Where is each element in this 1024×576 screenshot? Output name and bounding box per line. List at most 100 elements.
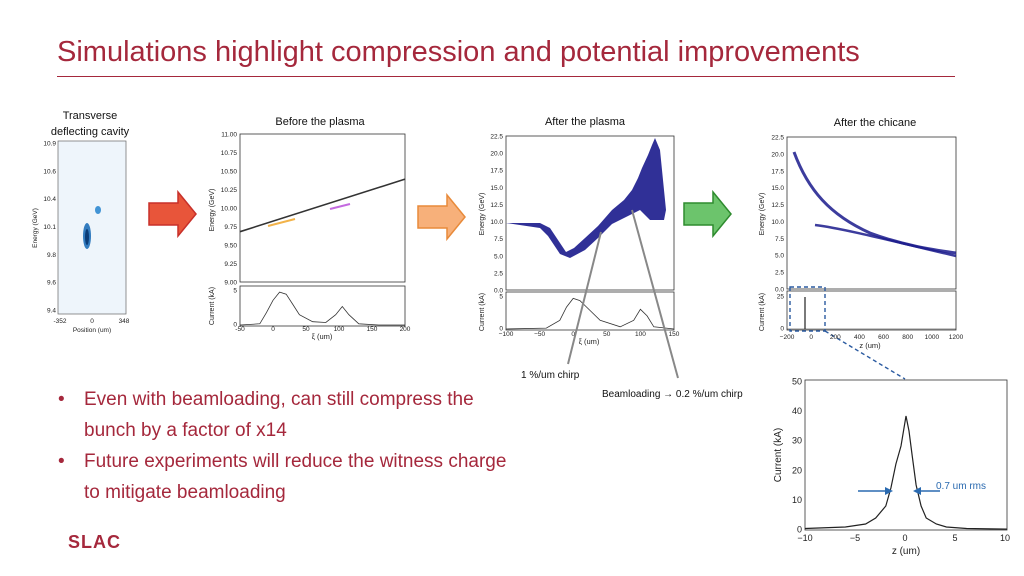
- arrow-orange-icon: [417, 192, 466, 242]
- rms-arrowhead-right-icon: [913, 487, 921, 495]
- before-xtick-label: 50: [302, 326, 310, 333]
- zoom-xtick-label: 5: [952, 533, 957, 543]
- after-chicane-ylabel: Energy (GeV): [759, 193, 766, 236]
- after-plasma-ytick-label: 10.0: [490, 219, 503, 226]
- after-chicane-xlabel: z (um): [859, 341, 881, 350]
- before-xtick-label: 0: [271, 326, 275, 333]
- before-current-trace: [239, 291, 405, 326]
- after-chicane-ytick-label: 7.5: [775, 236, 784, 243]
- before-plasma-panel: 9.00 9.25 9.50 9.75 10.00 10.25 10.50 10.75 11.0…: [209, 132, 411, 342]
- tdc-plot-frame: [57, 140, 127, 315]
- after-plasma-xtick-label: 150: [669, 331, 680, 338]
- before-ytick-label: 10.50: [221, 169, 238, 176]
- slide-title: Simulations highlight compression and po…: [57, 36, 860, 68]
- after-plasma-xtick-label: 50: [603, 331, 611, 338]
- bullet-list: • Even with beamloading, can still compre…: [58, 384, 508, 508]
- after-chicane-ytick-label: 2.5: [775, 270, 784, 277]
- before-xtick-label: -50: [235, 326, 245, 333]
- after-chicane-ytick-label: 17.5: [771, 168, 784, 175]
- zoom-ytick-label: 10: [792, 495, 802, 505]
- after-chicane-xtick-label: 800: [902, 334, 913, 341]
- before-ytick-label: 9.25: [224, 261, 237, 268]
- zoom-connector: [824, 330, 906, 380]
- before-energy-frame: [239, 133, 406, 283]
- beamloading-annotation: Beamloading → 0.2 %/um chirp: [602, 389, 743, 400]
- tdc-ytick-label: 9.4: [47, 308, 56, 315]
- after-plasma-xtick-label: −100: [499, 331, 514, 338]
- after-chicane-y2tick-label: 25: [777, 294, 785, 301]
- after-plasma-ylabel: Energy (GeV): [479, 193, 486, 236]
- rms-arrowhead-left-icon: [885, 487, 893, 495]
- after-plasma-energy-frame: [505, 135, 675, 291]
- zoom-box: [789, 286, 826, 332]
- after-chicane-ytick-label: 15.0: [771, 185, 784, 192]
- after-plasma-panel: 0.02.55.07.510.012.515.017.520.022.5 05 …: [479, 134, 680, 379]
- bullet-item: • Future experiments will reduce the witn…: [58, 451, 507, 503]
- before-xlabel: ξ (um): [312, 332, 333, 341]
- tdc-ytick-label: 10.4: [43, 196, 56, 203]
- tdc-ytick-label: 10.9: [43, 141, 56, 148]
- after-plasma-ytick-label: 5.0: [494, 253, 503, 260]
- before-ytick-label: 9.00: [224, 280, 237, 287]
- before-y2tick-label: 0: [233, 322, 237, 329]
- after-chicane-y2tick-label: 0: [780, 326, 784, 333]
- slac-logo: SLAC: [68, 532, 121, 552]
- after-chicane-ytick-label: 22.5: [771, 135, 784, 142]
- before-xtick-label: 100: [334, 326, 345, 333]
- before-ytick-label: 11.00: [221, 132, 237, 139]
- tdc-xtick-label: -352: [53, 318, 66, 325]
- rms-label: 0.7 um rms: [936, 481, 986, 492]
- before-energy-highlight-yellow: [267, 218, 296, 227]
- zoom-ytick-label: 30: [792, 436, 802, 446]
- after-chicane-label: After the chicane: [833, 117, 917, 129]
- after-chicane-xtick-label: −200: [780, 334, 795, 341]
- before-ytick-label: 9.50: [224, 243, 237, 250]
- zoom-ytick-label: 20: [792, 465, 802, 475]
- after-plasma-ytick-label: 7.5: [494, 236, 503, 243]
- after-plasma-xtick-label: −50: [534, 331, 545, 338]
- title-rule: [57, 76, 955, 77]
- after-plasma-ytick-label: 22.5: [490, 134, 503, 141]
- zoom-ylabel: Current (kA): [773, 428, 784, 482]
- after-chicane-ytick-label: 20.0: [771, 151, 784, 158]
- tdc-label-1: Transverse: [62, 110, 118, 122]
- tdc-ytick-label: 9.8: [47, 252, 56, 259]
- after-plasma-y2tick-label: 0: [499, 326, 503, 333]
- after-plasma-ytick-label: 17.5: [490, 168, 503, 175]
- after-plasma-ytick-label: 12.5: [490, 202, 503, 209]
- tdc-beam-blob-core: [85, 229, 89, 245]
- after-plasma-label: After the plasma: [544, 116, 626, 128]
- zoom-frame: [804, 379, 1008, 531]
- zoom-ytick-label: 50: [792, 377, 802, 387]
- after-chicane-panel: 0.0 2.5 5.0 7.5 10.0 12.5 15.0 17.5 20.0 22.5 0 25…: [759, 135, 964, 380]
- after-chicane-xtick-label: 1200: [949, 334, 964, 341]
- zoom-current-panel: 0 10 20 30 40 50 −10 −5 0 5 10 z (um) Current (kA…: [773, 377, 1010, 558]
- after-chicane-ytick-label: 5.0: [775, 253, 784, 260]
- after-chicane-ytick-label: 0.0: [775, 287, 784, 294]
- after-plasma-xlabel: ξ (um): [579, 337, 600, 346]
- tdc-beam-blob-upper: [95, 206, 101, 214]
- bullet-text: Future experiments will reduce the witne…: [84, 451, 507, 503]
- arrow-green-icon: [683, 189, 732, 239]
- tdc-xlabel: Position (um): [73, 327, 111, 334]
- beamloading-pointer-line: [631, 209, 679, 379]
- tdc-ytick-label: 9.6: [47, 280, 56, 287]
- after-plasma-current-trace: [505, 297, 675, 330]
- before-energy-highlight-purple: [329, 203, 351, 210]
- before-ylabel2: Current (kA): [209, 287, 216, 325]
- after-plasma-current-frame: [505, 291, 675, 331]
- zoom-ytick-label: 40: [792, 406, 802, 416]
- tdc-heatmap-panel: 10.9 10.6 10.4 10.1 9.8 9.6 9.4 -352 0 348 Posit…: [32, 141, 130, 335]
- tdc-xtick-label: 348: [119, 318, 130, 325]
- before-plasma-label: Before the plasma: [275, 116, 365, 128]
- before-energy-trace: [239, 178, 406, 233]
- after-plasma-ytick-label: 20.0: [490, 151, 503, 158]
- before-y2tick-label: 5: [233, 288, 237, 295]
- zoom-xtick-label: −5: [850, 533, 860, 543]
- after-chicane-xtick-label: 200: [830, 334, 841, 341]
- after-plasma-scatter-cloud: [506, 138, 666, 258]
- before-xtick-label: 200: [400, 326, 411, 333]
- tdc-ytick-label: 10.1: [43, 224, 56, 231]
